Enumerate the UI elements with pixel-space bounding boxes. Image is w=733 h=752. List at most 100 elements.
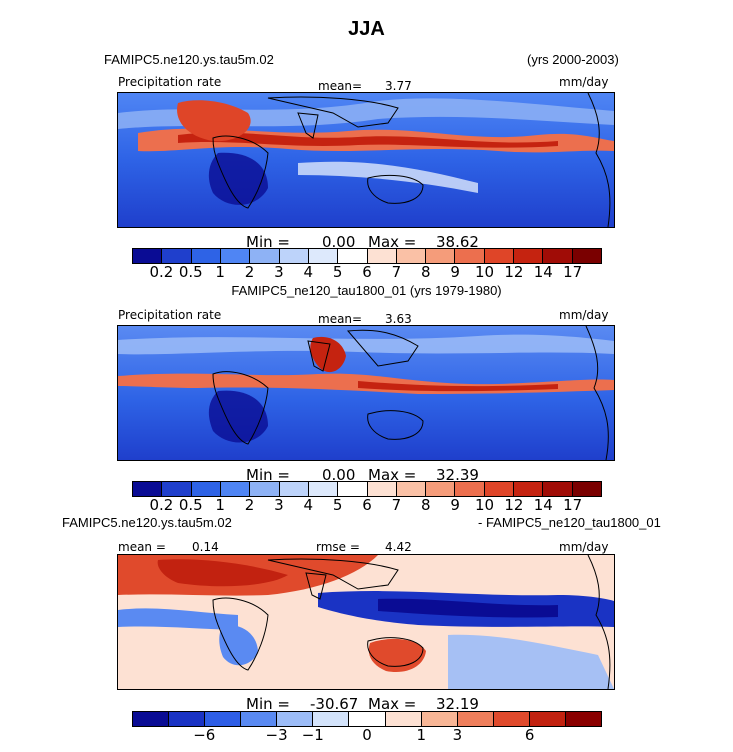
panel1-units: mm/day	[559, 75, 609, 89]
panel3-colorbar-tick-label: 3	[452, 726, 463, 744]
panel2-coastline-india	[307, 340, 331, 372]
panel3-rmse-value: 4.42	[385, 540, 412, 554]
panel1-mean-value: 3.77	[385, 79, 412, 93]
panel2-map-svg	[118, 326, 614, 460]
panel2-units: mm/day	[559, 308, 609, 322]
panel2-colorbar-swatch	[396, 482, 427, 496]
panel3-colorbar-swatch	[133, 712, 170, 726]
panel2-coastline-asia	[346, 329, 419, 367]
panel2-colorbar-swatch	[220, 482, 251, 496]
panel1-colorbar-swatch	[426, 249, 456, 263]
panel3-colorbar-swatch	[169, 712, 206, 726]
panel3-colorbar-swatch	[493, 712, 530, 726]
top-years: (yrs 2000-2003)	[527, 52, 619, 67]
panel1-south-cloud-band	[298, 161, 478, 193]
panel1-colorbar-swatch	[543, 249, 573, 263]
panel1-colorbar-tick-label: 12	[504, 263, 524, 281]
panel2-colorbar-tick-label: 1	[215, 496, 225, 514]
panel2-colorbar-swatch	[308, 482, 339, 496]
panel3-min-label: Min =	[246, 695, 290, 713]
panel1-coastline-asia	[267, 96, 399, 128]
panel3-colorbar-swatch	[529, 712, 566, 726]
panel3-south-negative	[448, 634, 614, 689]
panel1-coastline-india	[297, 112, 319, 139]
panel3-colorbar-swatch	[421, 712, 458, 726]
panel1-colorbar-swatch	[162, 249, 192, 263]
panel1-colorbar-tick-label: 0.5	[178, 263, 203, 281]
panel3-colorbar-swatch	[313, 712, 350, 726]
panel2-colorbar-swatch	[367, 482, 397, 496]
panel3-colorbar-tick-label: −6	[193, 726, 216, 744]
figure-title: JJA	[348, 18, 385, 40]
panel2-colorbar-tick-label: 8	[420, 496, 431, 514]
panel1-colorbar-tick-label: 14	[533, 263, 553, 281]
panel1-colorbar-swatch	[338, 249, 368, 263]
panel1-colorbar-tick-label: 8	[420, 263, 431, 281]
panel2-coastline-america	[585, 326, 609, 460]
panel1-colorbar-tick-label: 2	[244, 263, 255, 281]
panel3-colorbar	[132, 711, 602, 727]
panel1-colorbar-tick-label: 4	[303, 263, 314, 281]
panel1-colorbar-swatch	[396, 249, 427, 263]
panel3-max-value: 32.19	[436, 695, 479, 713]
panel2-min-value: 0.00	[322, 466, 356, 484]
panel1-colorbar-swatch	[308, 249, 339, 263]
panel2-colorbar-tick-label: 0.2	[149, 496, 174, 514]
panel3-coastline-asia	[267, 558, 399, 590]
panel3-colorbar-swatch	[349, 712, 386, 726]
panel2-coastline-africa	[212, 371, 269, 445]
panel1-colorbar-swatch	[484, 249, 515, 263]
panel2-min-label: Min =	[246, 466, 290, 484]
panel1-min-value: 0.00	[322, 233, 356, 251]
panel3-negative-core	[378, 598, 558, 618]
panel1-coastline-america	[587, 93, 611, 227]
panel2-colorbar-swatch	[250, 482, 280, 496]
panel1-coastline-africa	[212, 135, 269, 209]
panel2-max-value: 32.39	[436, 466, 479, 484]
panel3-colorbar-tick-label: 0	[362, 726, 372, 744]
panel1-max-label: Max =	[368, 233, 417, 251]
middle-case-caption: FAMIPC5_ne120_tau1800_01 (yrs 1979-1980)	[231, 283, 502, 298]
panel1-colorbar-tick-label: 3	[274, 263, 284, 281]
panel1-dry-zone-africa	[208, 152, 268, 205]
panel2-colorbar-swatch	[455, 482, 485, 496]
panel3-africa-negative	[219, 624, 258, 666]
panel1-colorbar-tick-label: 17	[563, 263, 583, 281]
panel2-colorbar-tick-label: 2	[244, 496, 255, 514]
panel2-colorbar-swatch	[279, 482, 309, 496]
panel1-colorbar-swatch	[220, 249, 251, 263]
panel3-rmse-label: rmse =	[316, 540, 360, 554]
panel2-colorbar-tick-label: 14	[533, 496, 553, 514]
panel3-colorbar-tick-label: 1	[416, 726, 426, 744]
panel1-coastline-australia	[367, 174, 424, 204]
panel3-map-svg	[118, 555, 614, 689]
panel1-colorbar-tick-label: 7	[391, 263, 402, 281]
panel3-colorbar-tick-label: −3	[265, 726, 288, 744]
panel2-variable-label: Precipitation rate	[118, 308, 222, 322]
panel2-colorbar-ticks: 0.2 0.5 1 2 3 4 5 6 7 8 9 10 12 14 17	[132, 496, 600, 514]
panel1-colorbar-ticks: 0.2 0.5 1 2 3 4 5 6 7 8 9 10 12 14 17	[132, 263, 600, 281]
panel3-colorbar-tick-label: 6	[524, 726, 535, 744]
panel1-variable-label: Precipitation rate	[118, 75, 222, 89]
panel2-colorbar-tick-label: 3	[274, 496, 284, 514]
panel1-min-label: Min =	[246, 233, 290, 251]
panel3-colorbar-ticks: −6 −3 −1 0 1 3 6	[132, 726, 600, 744]
panel2-colorbar-tick-label: 0.5	[178, 496, 203, 514]
panel2-colorbar-swatch	[572, 482, 601, 496]
panel1-colorbar-tick-label: 0.2	[149, 263, 174, 281]
panel2-dry-zone-africa	[208, 390, 268, 443]
panel3-coastline-india	[305, 572, 327, 600]
panel2-storm-track-north	[118, 334, 614, 355]
panel2-colorbar-swatch	[426, 482, 456, 496]
panel3-min-value: -30.67	[310, 695, 359, 713]
panel2-monsoon-patch	[310, 336, 346, 373]
panel3-colorbar-tick-label: −1	[301, 726, 324, 744]
top-case-name: FAMIPC5.ne120.ys.tau5m.02	[104, 52, 274, 67]
panel2-colorbar-tick-label: 17	[563, 496, 583, 514]
panel3-difference-map	[117, 554, 615, 690]
panel1-map-svg	[118, 93, 614, 227]
panel3-mean-value: 0.14	[192, 540, 219, 554]
panel1-colorbar-tick-label: 5	[332, 263, 343, 281]
diff-case-left: FAMIPC5.ne120.ys.tau5m.02	[62, 515, 232, 530]
panel3-max-label: Max =	[368, 695, 417, 713]
